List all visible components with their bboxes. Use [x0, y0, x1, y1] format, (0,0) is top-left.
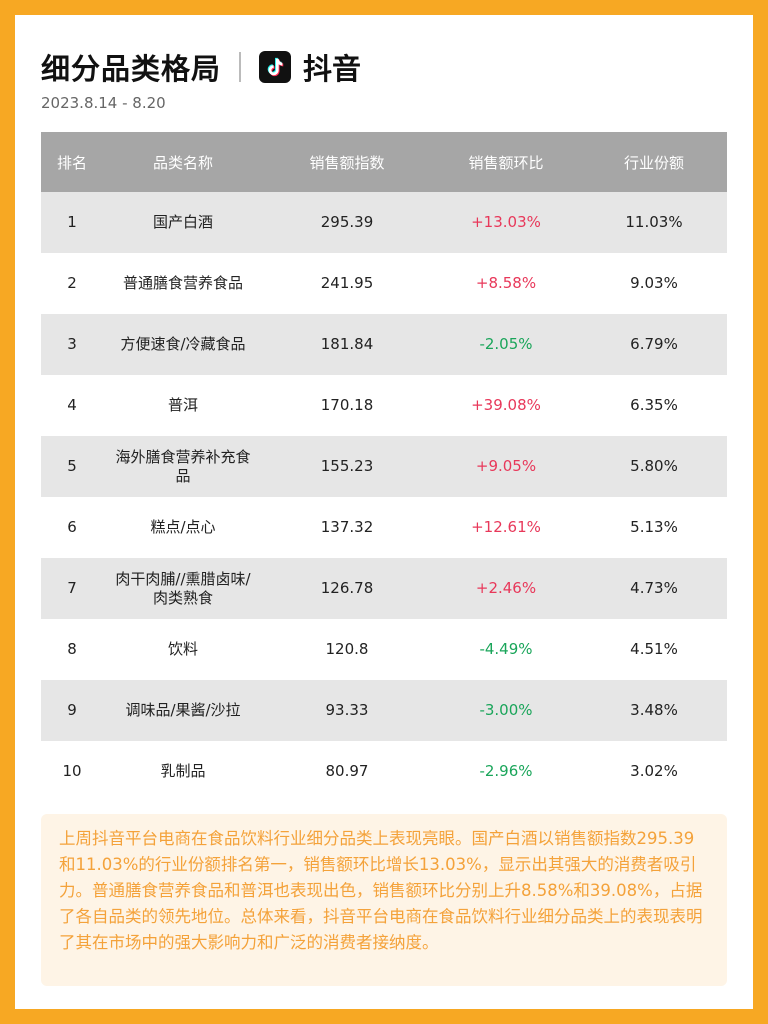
- column-header-industry-share: 行业份额: [623, 153, 684, 172]
- category-name-cell: 糕点/点心: [150, 518, 216, 536]
- column-header-rank: 排名: [56, 153, 87, 172]
- category-ranking-table: 排名 品类名称 销售额指数 销售额环比 行业份额 1 国产白酒 295.39 +…: [41, 132, 727, 802]
- page-header: 细分品类格局 抖音: [41, 47, 361, 87]
- table-row: 10 乳制品 80.97 -2.96% 3.02%: [41, 741, 727, 802]
- category-name-cell: 普洱: [167, 396, 198, 414]
- sales-index-cell: 241.95: [320, 274, 374, 292]
- industry-share-cell: 9.03%: [630, 274, 678, 292]
- category-name-cell: 乳制品: [160, 762, 206, 780]
- sales-change-cell: -3.00%: [479, 701, 533, 719]
- rank-cell: 10: [62, 762, 82, 780]
- header-divider: [239, 52, 242, 82]
- table-row: 4 普洱 170.18 +39.08% 6.35%: [41, 375, 727, 436]
- category-name-cell: 国产白酒: [152, 213, 213, 231]
- industry-share-cell: 3.48%: [630, 701, 678, 719]
- industry-share-cell: 3.02%: [630, 762, 678, 780]
- industry-share-cell: 4.73%: [630, 579, 678, 597]
- table-body: 1 国产白酒 295.39 +13.03% 11.03% 2 普通膳食营养食品 …: [41, 192, 727, 802]
- brand-name: 抖音: [303, 52, 362, 86]
- industry-share-cell: 4.51%: [630, 640, 678, 658]
- rank-cell: 6: [67, 518, 77, 536]
- sales-change-cell: +39.08%: [471, 396, 541, 414]
- rank-cell: 7: [67, 579, 77, 597]
- sales-index-cell: 93.33: [325, 701, 369, 719]
- rank-cell: 2: [67, 274, 77, 292]
- table-row: 2 普通膳食营养食品 241.95 +8.58% 9.03%: [41, 253, 727, 314]
- table-row: 7 肉干肉脯//熏腊卤味/肉类熟食 126.78 +2.46% 4.73%: [41, 558, 727, 619]
- industry-share-cell: 5.13%: [630, 518, 678, 536]
- sales-index-cell: 137.32: [320, 518, 374, 536]
- table-row: 6 糕点/点心 137.32 +12.61% 5.13%: [41, 497, 727, 558]
- summary-text-box: 上周抖音平台电商在食品饮料行业细分品类上表现亮眼。国产白酒以销售额指数295.3…: [41, 814, 727, 986]
- rank-cell: 8: [67, 640, 77, 658]
- rank-cell: 9: [67, 701, 77, 719]
- category-name-cell: 饮料: [167, 640, 198, 658]
- sales-index-cell: 295.39: [320, 213, 374, 231]
- sales-index-cell: 120.8: [325, 640, 369, 658]
- table-header-row: 排名 品类名称 销售额指数 销售额环比 行业份额: [41, 132, 727, 192]
- category-name-cell: 方便速食/冷藏食品: [120, 335, 246, 353]
- table-row: 8 饮料 120.8 -4.49% 4.51%: [41, 619, 727, 680]
- table-row: 3 方便速食/冷藏食品 181.84 -2.05% 6.79%: [41, 314, 727, 375]
- tiktok-logo-icon: [259, 51, 292, 83]
- table-row: 9 调味品/果酱/沙拉 93.33 -3.00% 3.48%: [41, 680, 727, 741]
- sales-index-cell: 126.78: [320, 579, 374, 597]
- industry-share-cell: 6.79%: [630, 335, 678, 353]
- date-range: 2023.8.14 - 8.20: [41, 94, 166, 112]
- industry-share-cell: 5.80%: [630, 457, 678, 475]
- category-name-cell: 调味品/果酱/沙拉: [125, 701, 241, 719]
- sales-index-cell: 170.18: [320, 396, 374, 414]
- rank-cell: 5: [67, 457, 77, 475]
- industry-share-cell: 6.35%: [630, 396, 678, 414]
- rank-cell: 4: [67, 396, 77, 414]
- category-name-cell: 肉干肉脯//熏腊卤味/肉类熟食: [115, 569, 251, 607]
- sales-change-cell: +2.46%: [475, 579, 537, 597]
- sales-change-cell: +12.61%: [471, 518, 541, 536]
- sales-change-cell: -2.05%: [479, 335, 533, 353]
- sales-index-cell: 181.84: [320, 335, 374, 353]
- industry-share-cell: 11.03%: [625, 213, 683, 231]
- sales-index-cell: 155.23: [320, 457, 374, 475]
- table-row: 1 国产白酒 295.39 +13.03% 11.03%: [41, 192, 727, 253]
- sales-change-cell: -4.49%: [479, 640, 533, 658]
- rank-cell: 1: [67, 213, 77, 231]
- sales-change-cell: +13.03%: [471, 213, 541, 231]
- content-card: 细分品类格局 抖音 2023.8.14 - 8.20 排名 品类名称 销售额指数…: [15, 15, 753, 1009]
- table-row: 5 海外膳食营养补充食品 155.23 +9.05% 5.80%: [41, 436, 727, 497]
- sales-index-cell: 80.97: [325, 762, 369, 780]
- rank-cell: 3: [67, 335, 77, 353]
- column-header-sales-change: 销售额环比: [468, 153, 544, 172]
- sales-change-cell: +9.05%: [475, 457, 537, 475]
- sales-change-cell: +8.58%: [475, 274, 537, 292]
- column-header-sales-index: 销售额指数: [309, 153, 385, 172]
- category-name-cell: 普通膳食营养食品: [122, 274, 243, 292]
- column-header-category: 品类名称: [152, 153, 213, 172]
- page-title: 细分品类格局: [41, 52, 222, 86]
- category-name-cell: 海外膳食营养补充食品: [115, 447, 251, 485]
- sales-change-cell: -2.96%: [479, 762, 533, 780]
